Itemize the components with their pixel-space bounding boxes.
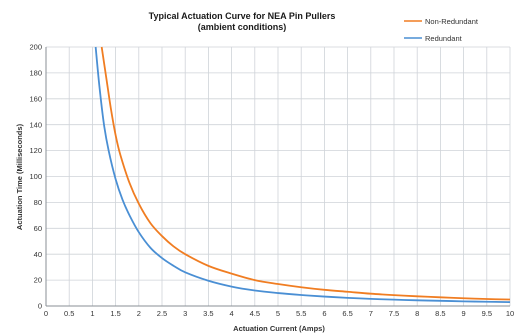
chart-subtitle: (ambient conditions) — [198, 22, 287, 32]
x-tick-label: 3 — [183, 309, 187, 318]
x-tick-label: 2.5 — [157, 309, 167, 318]
y-tick-label: 160 — [29, 94, 42, 103]
y-tick-label: 0 — [38, 302, 42, 311]
x-tick-label: 2 — [137, 309, 141, 318]
x-tick-label: 5.5 — [296, 309, 306, 318]
chart-title: Typical Actuation Curve for NEA Pin Pull… — [149, 11, 336, 21]
legend: Non-Redundant Redundant — [404, 17, 479, 43]
x-tick-label: 10 — [506, 309, 514, 318]
x-tick-label: 8.5 — [435, 309, 445, 318]
y-tick-label: 80 — [34, 198, 42, 207]
x-tick-label: 4 — [230, 309, 234, 318]
series-line-redundant — [94, 46, 511, 304]
x-tick-label: 8 — [415, 309, 419, 318]
legend-label-redundant: Redundant — [425, 34, 463, 43]
y-tick-label: 40 — [34, 250, 42, 259]
x-tick-label: 6 — [322, 309, 326, 318]
y-tick-label: 60 — [34, 224, 42, 233]
legend-label-non-redundant: Non-Redundant — [425, 17, 479, 26]
x-tick-label: 9.5 — [482, 309, 492, 318]
y-tick-label: 120 — [29, 146, 42, 155]
x-tick-label: 9 — [462, 309, 466, 318]
x-tick-label: 0.5 — [64, 309, 74, 318]
x-tick-label: 7 — [369, 309, 373, 318]
x-tick-label: 1 — [90, 309, 94, 318]
y-tick-label: 100 — [29, 172, 42, 181]
x-tick-label: 1.5 — [110, 309, 120, 318]
x-tick-labels: 0 0.5 1 1.5 2 2.5 3 3.5 4 4.5 5 5.5 6 6.5 7 7.5 8 8.5 9 9.5… — [44, 309, 514, 318]
y-tick-labels: 0 20 40 60 80 100 120 140 160 180 200 — [29, 43, 42, 311]
axes — [45, 47, 510, 307]
x-tick-label: 0 — [44, 309, 48, 318]
x-axis-label: Actuation Current (Amps) — [233, 324, 325, 333]
x-tick-label: 6.5 — [342, 309, 352, 318]
x-tick-label: 3.5 — [203, 309, 213, 318]
series-line-non-redundant — [100, 46, 511, 301]
y-tick-label: 200 — [29, 43, 42, 52]
x-tick-label: 4.5 — [250, 309, 260, 318]
x-tick-label: 5 — [276, 309, 280, 318]
x-tick-label: 7.5 — [389, 309, 399, 318]
y-tick-label: 180 — [29, 69, 42, 78]
series-lines — [94, 46, 511, 304]
y-tick-label: 140 — [29, 120, 42, 129]
y-tick-label: 20 — [34, 276, 42, 285]
y-axis-label: Actuation Time (Milliseconds) — [15, 123, 24, 230]
